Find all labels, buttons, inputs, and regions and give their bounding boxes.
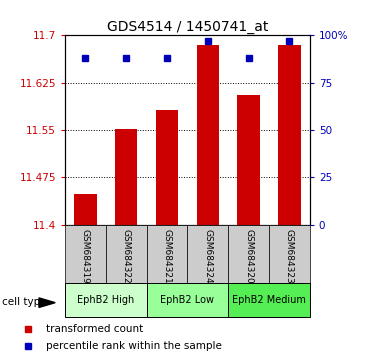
Bar — [65, 225, 106, 283]
Bar — [106, 225, 147, 283]
Bar — [187, 225, 228, 283]
Bar — [74, 194, 96, 225]
Bar — [278, 45, 301, 225]
Text: GSM684324: GSM684324 — [203, 229, 212, 284]
Text: percentile rank within the sample: percentile rank within the sample — [46, 341, 221, 351]
Title: GDS4514 / 1450741_at: GDS4514 / 1450741_at — [107, 21, 268, 34]
Text: EphB2 High: EphB2 High — [77, 295, 134, 305]
Bar — [156, 110, 178, 225]
Text: GSM684321: GSM684321 — [162, 229, 171, 284]
Bar — [228, 225, 269, 283]
Polygon shape — [39, 298, 55, 307]
Text: transformed count: transformed count — [46, 324, 143, 333]
Text: EphB2 Medium: EphB2 Medium — [232, 295, 306, 305]
Bar — [228, 283, 310, 317]
Text: cell type: cell type — [2, 297, 46, 307]
Text: GSM684319: GSM684319 — [81, 229, 90, 284]
Bar — [115, 129, 137, 225]
Text: GSM684322: GSM684322 — [122, 229, 131, 284]
Bar — [197, 45, 219, 225]
Bar — [237, 95, 260, 225]
Bar — [147, 283, 228, 317]
Bar — [269, 225, 310, 283]
Bar — [65, 283, 147, 317]
Text: EphB2 Low: EphB2 Low — [160, 295, 214, 305]
Text: GSM684323: GSM684323 — [285, 229, 294, 284]
Text: GSM684320: GSM684320 — [244, 229, 253, 284]
Bar — [147, 225, 187, 283]
